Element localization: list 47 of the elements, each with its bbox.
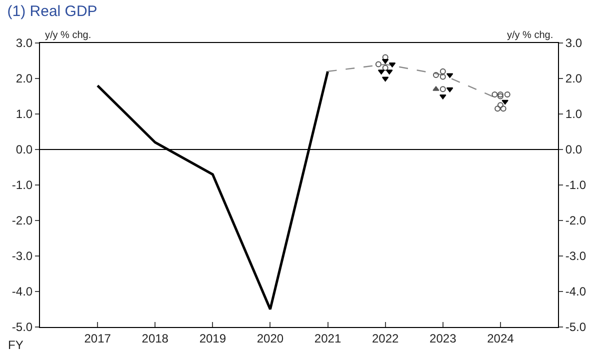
point [497,102,504,108]
y2-tick-label: -1.0 [565,178,586,192]
point [500,106,506,112]
y2-tick-label: -5.0 [565,320,586,334]
point [502,100,508,105]
point [497,93,504,100]
y-tick-label: 0.0 [16,142,33,157]
x-tick-label: 2020 [256,331,284,346]
y2-tick-label: 2.0 [565,72,582,86]
x-tick-label: 2021 [314,331,342,346]
y-axis-title: y/y % chg. [45,30,92,41]
y-tick-label: -4.0 [12,284,33,299]
x-tick-label: 2019 [199,331,226,346]
y2-tick-label: -3.0 [565,249,586,264]
x-tick-label: 2018 [142,331,169,346]
point [440,74,446,80]
x-tick-label: 2017 [84,331,112,346]
y2-axis-title: y/y % chg. [507,30,554,41]
x-tick-label: 2024 [487,331,514,346]
point [446,87,454,92]
point [440,68,446,74]
point [432,86,440,91]
y-tick-label: -1.0 [12,178,33,192]
point [497,91,504,98]
y-tick-label: -3.0 [12,249,33,264]
y2-tick-label: -2.0 [565,214,586,228]
point [440,94,446,100]
y-tick-label: -5.0 [12,320,33,334]
y-tick-label: 1.0 [16,107,33,122]
point [440,86,446,92]
y-tick-label: -2.0 [12,214,33,228]
point [492,91,498,98]
point [504,91,510,98]
y2-tick-label: 1.0 [565,107,582,122]
y2-tick-label: 0.0 [565,142,582,157]
point [382,64,388,71]
y2-tick-label: -4.0 [565,284,586,299]
chart-title: (1) Real GDP [7,2,98,20]
text: FY [8,338,24,352]
point [375,61,382,68]
y2-tick-label: 3.0 [565,36,582,50]
x-tick-label: 2023 [430,331,457,346]
y-tick-label: 2.0 [16,72,33,86]
point [494,106,501,112]
point [432,72,439,78]
y-tick-label: 3.0 [16,36,33,50]
x-tick-label: 2022 [372,331,399,346]
